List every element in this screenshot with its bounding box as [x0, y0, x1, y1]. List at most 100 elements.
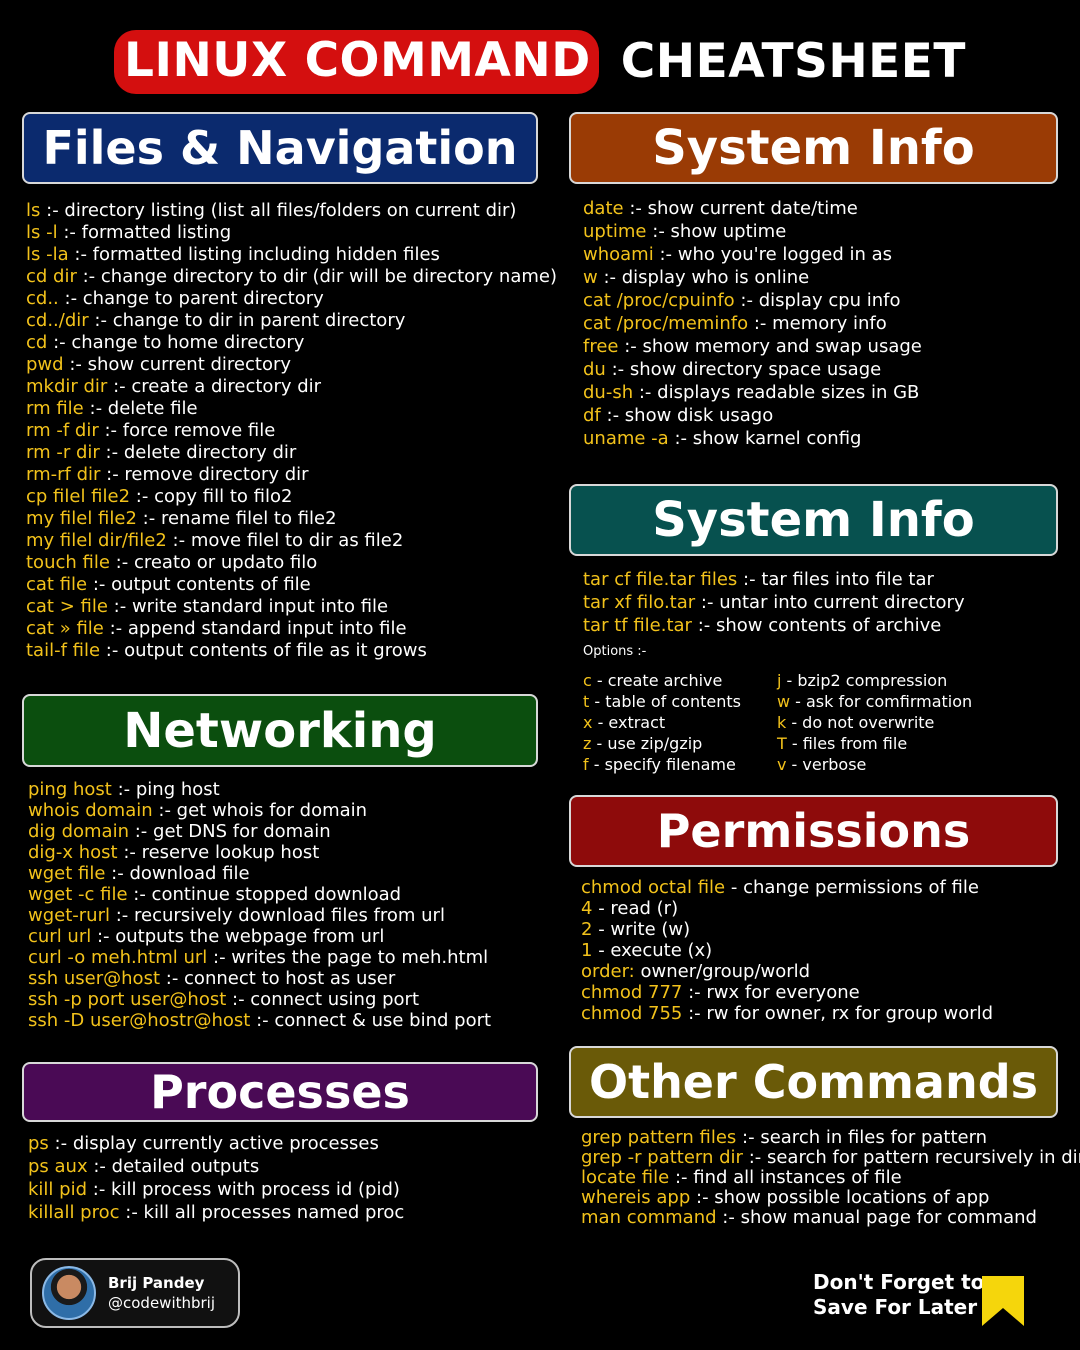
command-name: rm -f dir	[26, 420, 99, 441]
command-description: :- creato or updato filo	[115, 552, 318, 573]
command-row: rm -r dir :- delete directory dir	[26, 442, 557, 464]
command-name: uname -a	[583, 428, 669, 449]
command-row: whoami :- who you're logged in as	[583, 243, 922, 266]
command-row: j - bzip2 compression	[777, 670, 972, 691]
command-row: t - table of contents	[583, 691, 741, 712]
command-row: my filel dir/file2 :- move filel to dir …	[26, 530, 557, 552]
command-name: w	[583, 267, 598, 288]
command-row: pwd :- show current directory	[26, 354, 557, 376]
command-row: grep -r pattern dir :- search for patter…	[581, 1148, 1080, 1168]
command-row: z - use zip/gzip	[583, 733, 741, 754]
command-description: :- formatted listing	[63, 222, 232, 243]
command-name: cd	[26, 332, 48, 353]
command-name: 2	[581, 919, 593, 940]
command-row: T - files from file	[777, 733, 972, 754]
title-highlight: LINUX COMMAND	[114, 30, 599, 94]
command-description: :- show contents of archive	[697, 615, 942, 636]
bookmark-icon[interactable]	[982, 1276, 1024, 1326]
processes-header: Processes	[22, 1062, 538, 1122]
command-description: :- recursively download files from url	[115, 905, 445, 926]
command-name: f	[583, 755, 589, 774]
command-row: ssh -D user@hostr@host :- connect & use …	[28, 1010, 491, 1031]
command-description: :- show possible locations of app	[696, 1187, 990, 1208]
command-description: :- write standard input into file	[113, 596, 389, 617]
command-row: v - verbose	[777, 754, 972, 775]
command-row: x - extract	[583, 712, 741, 733]
options-table: c - create archive t - table of contents x…	[583, 670, 972, 775]
command-name: locate file	[581, 1167, 670, 1188]
command-description: :- display cpu info	[740, 290, 901, 311]
files-header: Files & Navigation	[22, 112, 538, 184]
command-row: cat /proc/cpuinfo :- display cpu info	[583, 289, 922, 312]
command-name: rm-rf dir	[26, 464, 101, 485]
command-description: :- who you're logged in as	[659, 244, 893, 265]
command-name: z	[583, 734, 592, 753]
networking-header: Networking	[22, 694, 538, 767]
command-row: 1 - execute (x)	[581, 940, 993, 961]
command-description: :- kill process with process id (pid)	[92, 1179, 400, 1200]
command-name: touch file	[26, 552, 110, 573]
command-description: :- copy fill to filo2	[135, 486, 293, 507]
archive-section: tar cf file.tar files :- tar files into …	[583, 568, 972, 775]
command-row: ls :- directory listing (list all files/…	[26, 200, 557, 222]
files-command-list: ls :- directory listing (list all files/…	[26, 200, 557, 662]
system-info-header-label: System Info	[652, 120, 975, 176]
command-name: chmod 755	[581, 1003, 683, 1024]
command-row: cat file :- output contents of file	[26, 574, 557, 596]
command-name: cd dir	[26, 266, 77, 287]
command-description: :- display who is online	[603, 267, 810, 288]
command-name: cat /proc/meminfo	[583, 313, 749, 334]
command-description: :- directory listing (list all files/fol…	[46, 200, 517, 221]
command-name: wget-rurl	[28, 905, 110, 926]
command-name: cat /proc/cpuinfo	[583, 290, 735, 311]
command-name: chmod octal file	[581, 877, 726, 898]
command-description: - create archive	[596, 671, 723, 690]
command-row: ls -l :- formatted listing	[26, 222, 557, 244]
command-name: my filel dir/file2	[26, 530, 167, 551]
other-commands-header: Other Commands	[569, 1046, 1058, 1118]
command-description: :- delete file	[89, 398, 198, 419]
command-description: :- detailed outputs	[93, 1156, 260, 1177]
command-name: whoami	[583, 244, 654, 265]
command-name: v	[776, 755, 787, 774]
command-description: :- show current date/time	[629, 198, 858, 219]
command-description: :- search in files for pattern	[742, 1127, 988, 1148]
command-description: :- display currently active processes	[54, 1133, 379, 1154]
command-name: t	[583, 692, 590, 711]
command-row: man command :- show manual page for comm…	[581, 1208, 1080, 1228]
command-name: ls -la	[26, 244, 69, 265]
command-row: 2 - write (w)	[581, 919, 993, 940]
command-name: pwd	[26, 354, 64, 375]
command-name: cat » file	[26, 618, 104, 639]
author-card[interactable]: Brij Pandey @codewithbrij	[30, 1258, 240, 1328]
command-description: :- get DNS for domain	[134, 821, 331, 842]
command-description: :- displays readable sizes in GB	[638, 382, 920, 403]
command-description: :- output contents of file as it grows	[105, 640, 427, 661]
command-description: :- rw for owner, rx for group world	[688, 1003, 994, 1024]
command-name: tar cf file.tar files	[583, 569, 738, 590]
command-row: cd.. :- change to parent directory	[26, 288, 557, 310]
command-name: date	[583, 198, 624, 219]
command-row: tar xf filo.tar :- untar into current di…	[583, 591, 972, 614]
command-name: cd..	[26, 288, 59, 309]
command-description: :- change to parent directory	[64, 288, 324, 309]
title-rest: CHEATSHEET	[620, 34, 966, 89]
command-row: mkdir dir :- create a directory dir	[26, 376, 557, 398]
command-row: wget-rurl :- recursively download files …	[28, 905, 491, 926]
command-name: rm -r dir	[26, 442, 100, 463]
command-row: curl -o meh.html url :- writes the page …	[28, 947, 491, 968]
command-name: k	[776, 713, 787, 732]
command-description: - do not overwrite	[791, 713, 935, 732]
command-description: :- untar into current directory	[700, 592, 965, 613]
command-description: :- connect to host as user	[165, 968, 396, 989]
command-description: :- append standard input into file	[109, 618, 407, 639]
command-row: ping host :- ping host	[28, 779, 491, 800]
command-name: man command	[581, 1207, 717, 1228]
command-name: ssh -p port user@host	[28, 989, 227, 1010]
command-row: ps aux :- detailed outputs	[28, 1155, 404, 1178]
command-description: - write (w)	[598, 919, 691, 940]
command-name: df	[583, 405, 601, 426]
networking-command-list: ping host :- ping host whois domain :- ge…	[28, 779, 491, 1031]
command-name: x	[583, 713, 593, 732]
command-description: :- delete directory dir	[105, 442, 297, 463]
